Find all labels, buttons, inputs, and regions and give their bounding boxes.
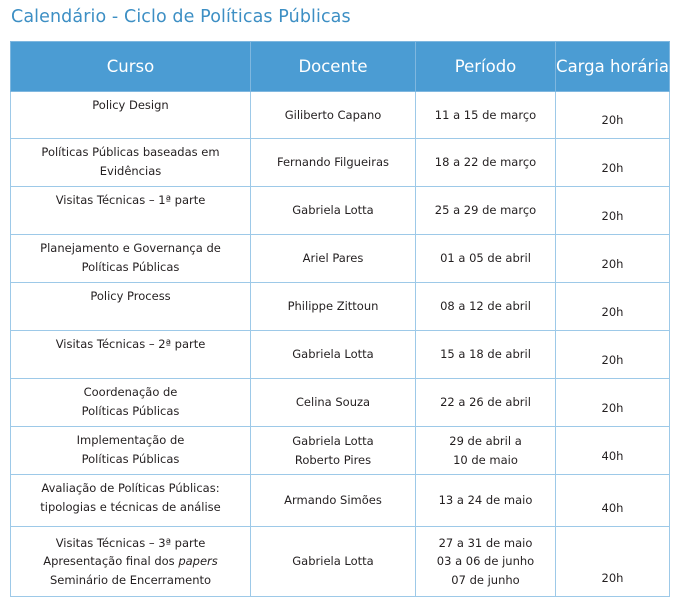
periodo-line: 18 a 22 de março: [434, 155, 537, 170]
docente-line: Ariel Pares: [302, 251, 364, 266]
docente-line: Gabriela Lotta: [292, 434, 374, 448]
table-row: Planejamento e Governança de Políticas Pú…: [10, 234, 670, 283]
docente-line: Gabriela Lotta: [292, 347, 374, 362]
cell-periodo: 11 a 15 de março: [415, 91, 556, 139]
curso-line: tipologias e técnicas de análise: [40, 499, 221, 514]
schedule-table: Curso Docente Período Carga horária Poli…: [10, 41, 670, 597]
periodo-line: 29 de abril a: [449, 434, 522, 448]
cell-periodo: 13 a 24 de maio: [415, 474, 556, 527]
curso-line: Coordenação de: [83, 385, 178, 399]
periodo-line: 25 a 29 de março: [434, 203, 537, 218]
cell-curso: Implementação de Políticas Públicas: [10, 426, 251, 475]
periodo-line: 03 a 06 de junho: [436, 554, 535, 569]
curso-line: Visitas Técnicas – 1ª parte: [55, 193, 206, 207]
cell-carga: 20h: [555, 282, 670, 331]
docente-line: Armando Simões: [284, 493, 382, 508]
cell-periodo: 15 a 18 de abril: [415, 330, 556, 379]
cell-curso: Coordenação de Políticas Públicas: [10, 378, 251, 427]
docente-line: Gabriela Lotta: [292, 203, 374, 218]
cell-carga: 20h: [555, 234, 670, 283]
table-body: Policy Design Giliberto Capano 11 a 15 de …: [10, 91, 670, 597]
cell-periodo: 01 a 05 de abril: [415, 234, 556, 283]
cell-periodo: 29 de abril a 10 de maio: [415, 426, 556, 475]
table-row: Visitas Técnicas – 3ª parte Apresentação …: [10, 526, 670, 597]
table-row: Policy Process Philippe Zittoun 08 a 12 de…: [10, 282, 670, 331]
periodo-line: 01 a 05 de abril: [440, 251, 531, 266]
curso-line: Policy Design: [92, 98, 169, 112]
docente-line: Roberto Pires: [294, 452, 372, 467]
table-row: Implementação de Políticas Públicas Gabrie…: [10, 426, 670, 475]
periodo-line: 07 de junho: [451, 572, 520, 587]
cell-carga: 20h: [555, 378, 670, 427]
curso-line: Seminário de Encerramento: [49, 572, 212, 587]
cell-curso: Visitas Técnicas – 3ª parte Apresentação …: [10, 526, 251, 597]
cell-periodo: 18 a 22 de março: [415, 138, 556, 187]
curso-line: Políticas Públicas: [81, 259, 180, 274]
docente-line: Giliberto Capano: [284, 107, 382, 122]
periodo-line: 22 a 26 de abril: [440, 395, 531, 410]
header-periodo: Período: [415, 41, 556, 92]
header-row: Curso Docente Período Carga horária: [10, 41, 670, 92]
cell-docente: Philippe Zittoun: [250, 282, 416, 331]
docente-line: Philippe Zittoun: [287, 299, 379, 314]
cell-docente: Ariel Pares: [250, 234, 416, 283]
periodo-line: 15 a 18 de abril: [440, 347, 531, 362]
periodo-line: 10 de maio: [453, 452, 518, 467]
cell-periodo: 08 a 12 de abril: [415, 282, 556, 331]
cell-docente: Gabriela Lotta: [250, 186, 416, 235]
docente-line: Gabriela Lotta: [292, 554, 374, 569]
curso-line: Políticas Públicas: [81, 403, 180, 418]
cell-docente: Fernando Filgueiras: [250, 138, 416, 187]
cell-periodo: 22 a 26 de abril: [415, 378, 556, 427]
cell-carga: 20h: [555, 91, 670, 139]
cell-curso: Avaliação de Políticas Públicas: tipologi…: [10, 474, 251, 527]
periodo-line: 27 a 31 de maio: [438, 535, 533, 550]
page-title: Calendário - Ciclo de Políticas Públicas: [11, 7, 351, 27]
cell-curso: Visitas Técnicas – 2ª parte: [10, 330, 251, 379]
cell-carga: 20h: [555, 330, 670, 379]
periodo-line: 08 a 12 de abril: [440, 299, 531, 314]
curso-line: Evidências: [99, 163, 162, 178]
table-row: Visitas Técnicas – 2ª parte Gabriela Lott…: [10, 330, 670, 379]
curso-line: Planejamento e Governança de: [40, 241, 221, 255]
header-docente: Docente: [250, 41, 416, 92]
cell-docente: Armando Simões: [250, 474, 416, 527]
curso-line: Apresentação final dos papers: [43, 554, 218, 569]
table-row: Políticas Públicas baseadas em Evidências…: [10, 138, 670, 187]
curso-line: Implementação de: [76, 433, 185, 447]
cell-docente: Gabriela Lotta: [250, 526, 416, 597]
docente-line: Celina Souza: [295, 395, 371, 410]
table-row: Visitas Técnicas – 1ª parte Gabriela Lott…: [10, 186, 670, 235]
cell-curso: Políticas Públicas baseadas em Evidências: [10, 138, 251, 187]
cell-periodo: 25 a 29 de março: [415, 186, 556, 235]
periodo-line: 11 a 15 de março: [434, 107, 537, 122]
cell-carga: 20h: [555, 526, 670, 597]
docente-line: Fernando Filgueiras: [277, 155, 389, 170]
cell-carga: 20h: [555, 186, 670, 235]
curso-line: Avaliação de Políticas Públicas:: [41, 481, 220, 495]
header-carga: Carga horária: [555, 41, 670, 92]
periodo-line: 13 a 24 de maio: [438, 493, 533, 508]
table-row: Coordenação de Políticas Públicas Celina S…: [10, 378, 670, 427]
cell-curso: Planejamento e Governança de Políticas Pú…: [10, 234, 251, 283]
header-curso: Curso: [10, 41, 251, 92]
cell-docente: Giliberto Capano: [250, 91, 416, 139]
cell-curso: Visitas Técnicas – 1ª parte: [10, 186, 251, 235]
table-row: Avaliação de Políticas Públicas: tipologi…: [10, 474, 670, 527]
curso-line: Visitas Técnicas – 3ª parte: [55, 535, 206, 550]
cell-periodo: 27 a 31 de maio 03 a 06 de junho 07 de jun…: [415, 526, 556, 597]
curso-line: Políticas Públicas: [81, 451, 180, 466]
cell-docente: Celina Souza: [250, 378, 416, 427]
cell-docente: Gabriela Lotta: [250, 330, 416, 379]
curso-line: Visitas Técnicas – 2ª parte: [55, 337, 206, 351]
table-row: Policy Design Giliberto Capano 11 a 15 de …: [10, 91, 670, 139]
cell-carga: 20h: [555, 138, 670, 187]
cell-carga: 40h: [555, 474, 670, 527]
curso-line: Policy Process: [90, 289, 171, 303]
curso-line: Políticas Públicas baseadas em: [41, 145, 220, 159]
cell-curso: Policy Design: [10, 91, 251, 139]
cell-docente: Gabriela Lotta Roberto Pires: [250, 426, 416, 475]
cell-carga: 40h: [555, 426, 670, 475]
cell-curso: Policy Process: [10, 282, 251, 331]
